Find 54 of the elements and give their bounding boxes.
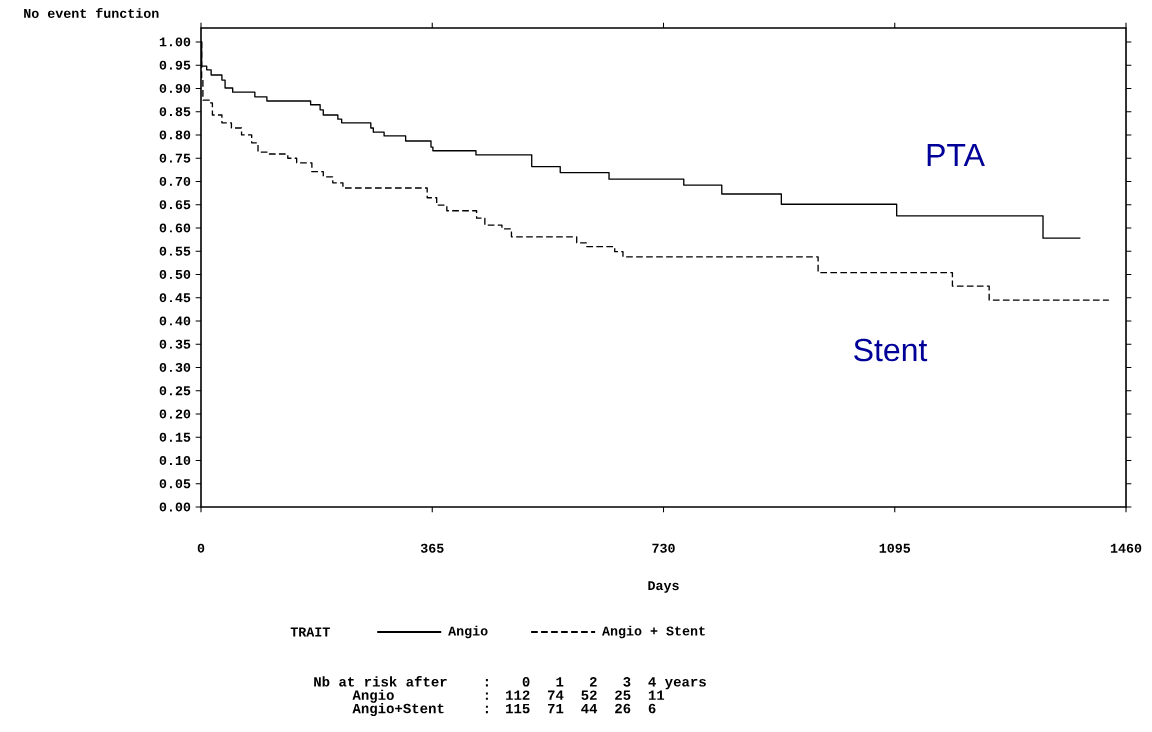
- y-tick-label: 0.90: [159, 83, 191, 93]
- y-tick-label: 0.35: [159, 339, 191, 349]
- y-tick-label: 0.70: [159, 176, 191, 186]
- legend-label: Angio: [448, 625, 488, 639]
- text: 71: [548, 703, 564, 714]
- text: 44: [581, 703, 598, 714]
- text: Angio+Stent: [352, 702, 444, 717]
- text: :: [485, 692, 488, 700]
- text: 112: [506, 690, 530, 700]
- text: 2: [589, 677, 597, 687]
- text: 6: [648, 703, 656, 714]
- y-tick-label: 0.95: [159, 60, 191, 70]
- text: 74: [548, 690, 564, 700]
- text: Nb at risk after: [314, 676, 447, 687]
- x-tick-label: 365: [420, 543, 444, 553]
- y-tick-label: 0.75: [159, 153, 191, 163]
- x-tick-label: 1095: [879, 543, 911, 553]
- text: Angio: [352, 689, 394, 703]
- y-tick-label: 0.00: [159, 502, 191, 512]
- y-tick-label: 0.40: [159, 316, 191, 326]
- text: 52: [581, 690, 597, 700]
- x-axis-title: Days: [648, 581, 679, 593]
- text: :: [485, 679, 488, 687]
- y-tick-label: 0.25: [159, 386, 191, 396]
- x-tick-label: 730: [652, 543, 675, 553]
- text: 26: [615, 703, 631, 714]
- y-tick-label: 0.10: [159, 455, 191, 466]
- annotation: PTA: [927, 143, 985, 166]
- y-tick-label: 0.15: [159, 432, 191, 442]
- text: 0: [522, 677, 530, 687]
- y-tick-label: 0.45: [159, 293, 191, 303]
- y-tick-label: 1.00: [159, 37, 191, 47]
- y-tick-label: 0.55: [159, 246, 191, 256]
- y-tick-label: 0.30: [159, 362, 191, 373]
- annotation: Stent: [854, 338, 928, 362]
- text: 1: [556, 677, 564, 687]
- legend-label: Angio + Stent: [602, 625, 705, 639]
- text: 11: [648, 690, 665, 700]
- legend-title: TRAIT: [290, 627, 330, 637]
- text: 25: [615, 690, 631, 700]
- y-tick-label: 0.20: [159, 409, 191, 419]
- y-tick-label: 0.65: [159, 200, 191, 210]
- y-tick-label: 0.85: [159, 107, 191, 117]
- x-tick-label: 1460: [1110, 543, 1142, 553]
- text: 3: [623, 677, 631, 687]
- x-tick-label: 0: [197, 543, 205, 553]
- y-tick-label: 0.60: [159, 223, 191, 233]
- y-tick-label: 0.50: [159, 269, 191, 279]
- text: :: [485, 705, 488, 714]
- y-tick-label: 0.05: [159, 479, 191, 489]
- text: 4 years: [648, 677, 706, 690]
- y-tick-label: 0.80: [159, 130, 191, 140]
- text: 115: [506, 703, 530, 714]
- y-axis-title: No event function: [24, 7, 159, 18]
